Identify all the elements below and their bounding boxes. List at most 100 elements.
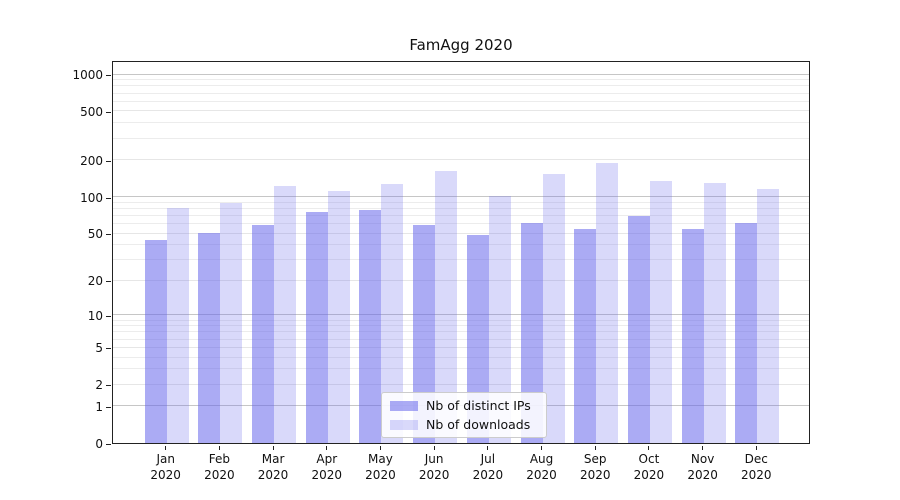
y-axis-tick-label-500: 500 xyxy=(80,104,103,119)
legend-label-downloads: Nb of downloads xyxy=(426,417,531,432)
grid-line-500 xyxy=(113,110,809,112)
grid-line-60 xyxy=(113,222,809,224)
grid-line-8 xyxy=(113,325,809,327)
x-axis-tick-label-feb: Feb 2020 xyxy=(204,452,235,482)
grid-line-80 xyxy=(113,207,809,209)
grid-line-70 xyxy=(113,214,809,216)
x-axis-tick-mark xyxy=(755,445,757,450)
y-axis-tick-label-200: 200 xyxy=(80,153,103,168)
x-axis-tick-label-dec: Dec 2020 xyxy=(741,452,772,482)
bar-distinct-ips-may xyxy=(359,210,382,443)
x-axis-tick-label-jul: Jul 2020 xyxy=(472,452,504,482)
bar-distinct-ips-aug xyxy=(520,222,543,443)
bar-downloads-jan xyxy=(166,207,189,443)
y-axis-tick-label-5: 5 xyxy=(95,341,103,356)
x-axis-tick-label-sep: Sep 2020 xyxy=(579,452,611,482)
grid-line-2 xyxy=(113,383,809,385)
y-axis-tick-mark xyxy=(106,281,111,283)
bar-downloads-jun xyxy=(435,170,458,443)
x-axis-tick-mark xyxy=(326,445,328,450)
grid-line-700 xyxy=(113,92,809,94)
y-axis-tick-mark xyxy=(106,444,111,445)
y-axis-tick-label-100: 100 xyxy=(80,190,103,205)
x-axis-tick-label-jan: Jan 2020 xyxy=(150,452,181,482)
grid-line-800 xyxy=(113,85,809,87)
y-axis-tick-label-0: 0 xyxy=(95,437,103,451)
bar-downloads-jul xyxy=(488,195,511,443)
grid-line-50 xyxy=(113,232,809,234)
bar-downloads-aug xyxy=(542,173,565,443)
grid-line-100 xyxy=(113,196,809,198)
x-axis-tick-label-nov: Nov 2020 xyxy=(687,452,718,482)
y-axis-tick-mark xyxy=(106,75,111,76)
bar-downloads-oct xyxy=(649,180,672,443)
grid-line-40 xyxy=(113,244,809,246)
bar-distinct-ips-mar xyxy=(252,225,275,443)
y-axis-tick-mark xyxy=(106,315,111,317)
y-axis-tick-mark xyxy=(106,348,111,350)
chart-title: FamAgg 2020 xyxy=(409,36,513,54)
grid-line-20 xyxy=(113,279,809,281)
bar-distinct-ips-oct xyxy=(627,216,650,443)
x-axis-tick-label-may: May 2020 xyxy=(365,452,396,482)
y-axis-tick-mark xyxy=(106,406,111,408)
grid-line-200 xyxy=(113,159,809,161)
legend-label-distinct-ips: Nb of distinct IPs xyxy=(426,398,531,413)
x-axis-tick-mark xyxy=(218,445,220,450)
x-axis-tick-mark xyxy=(487,445,489,450)
x-axis-tick-mark xyxy=(379,445,381,450)
x-axis-tick-mark xyxy=(272,445,274,450)
x-axis-tick-label-oct: Oct 2020 xyxy=(633,452,665,482)
legend: Nb of distinct IPs Nb of downloads xyxy=(381,392,547,438)
x-axis-tick-label-apr: Apr 2020 xyxy=(311,452,343,482)
y-axis-tick-label-20: 20 xyxy=(87,274,103,289)
y-axis-tick-mark xyxy=(106,197,111,199)
legend-swatch-downloads xyxy=(390,419,418,430)
grid-line-10 xyxy=(113,314,809,316)
grid-line-400 xyxy=(113,122,809,124)
bar-distinct-ips-jul xyxy=(466,235,489,443)
y-axis-tick-mark xyxy=(106,111,111,113)
x-axis-tick-mark xyxy=(702,445,704,450)
x-axis-tick-label-jun: Jun 2020 xyxy=(418,452,450,482)
bar-distinct-ips-sep xyxy=(574,228,597,443)
bar-distinct-ips-jan xyxy=(144,239,167,443)
y-axis-tick-mark xyxy=(106,160,111,162)
grid-line-4 xyxy=(113,356,809,358)
grid-line-5 xyxy=(113,346,809,348)
grid-line-300 xyxy=(113,137,809,139)
x-axis-tick-label-mar: Mar 2020 xyxy=(257,452,289,482)
legend-item-downloads: Nb of downloads xyxy=(390,417,538,432)
bar-distinct-ips-jun xyxy=(413,225,436,443)
x-axis-tick-mark xyxy=(594,445,596,450)
x-axis-tick-mark xyxy=(433,445,435,450)
bar-downloads-nov xyxy=(703,183,726,443)
bar-distinct-ips-dec xyxy=(735,222,758,443)
bar-downloads-feb xyxy=(220,202,243,443)
y-axis-tick-label-1000: 1000 xyxy=(72,68,103,82)
legend-item-distinct-ips: Nb of distinct IPs xyxy=(390,398,538,413)
plot-area: Nb of distinct IPs Nb of downloads xyxy=(112,61,810,444)
bar-downloads-apr xyxy=(327,190,350,443)
grid-line-1000 xyxy=(113,73,809,75)
bar-distinct-ips-feb xyxy=(198,233,221,443)
y-axis-tick-label-10: 10 xyxy=(87,308,103,323)
x-axis-tick-mark xyxy=(541,445,543,450)
y-axis-tick-label-1: 1 xyxy=(95,399,103,414)
grid-line-6 xyxy=(113,338,809,340)
bar-downloads-dec xyxy=(757,188,780,443)
grid-line-9 xyxy=(113,319,809,321)
grid-line-3 xyxy=(113,368,809,370)
bar-downloads-mar xyxy=(274,185,297,443)
grid-line-90 xyxy=(113,201,809,203)
x-axis-tick-mark xyxy=(165,445,167,450)
bar-downloads-may xyxy=(381,183,404,443)
bar-downloads-sep xyxy=(596,162,619,443)
y-axis-tick-label-50: 50 xyxy=(87,226,103,241)
y-axis-tick-label-2: 2 xyxy=(95,378,103,393)
bar-distinct-ips-nov xyxy=(681,228,704,443)
bar-distinct-ips-apr xyxy=(305,211,328,443)
x-axis-tick-label-aug: Aug 2020 xyxy=(526,452,557,482)
grid-line-30 xyxy=(113,259,809,261)
